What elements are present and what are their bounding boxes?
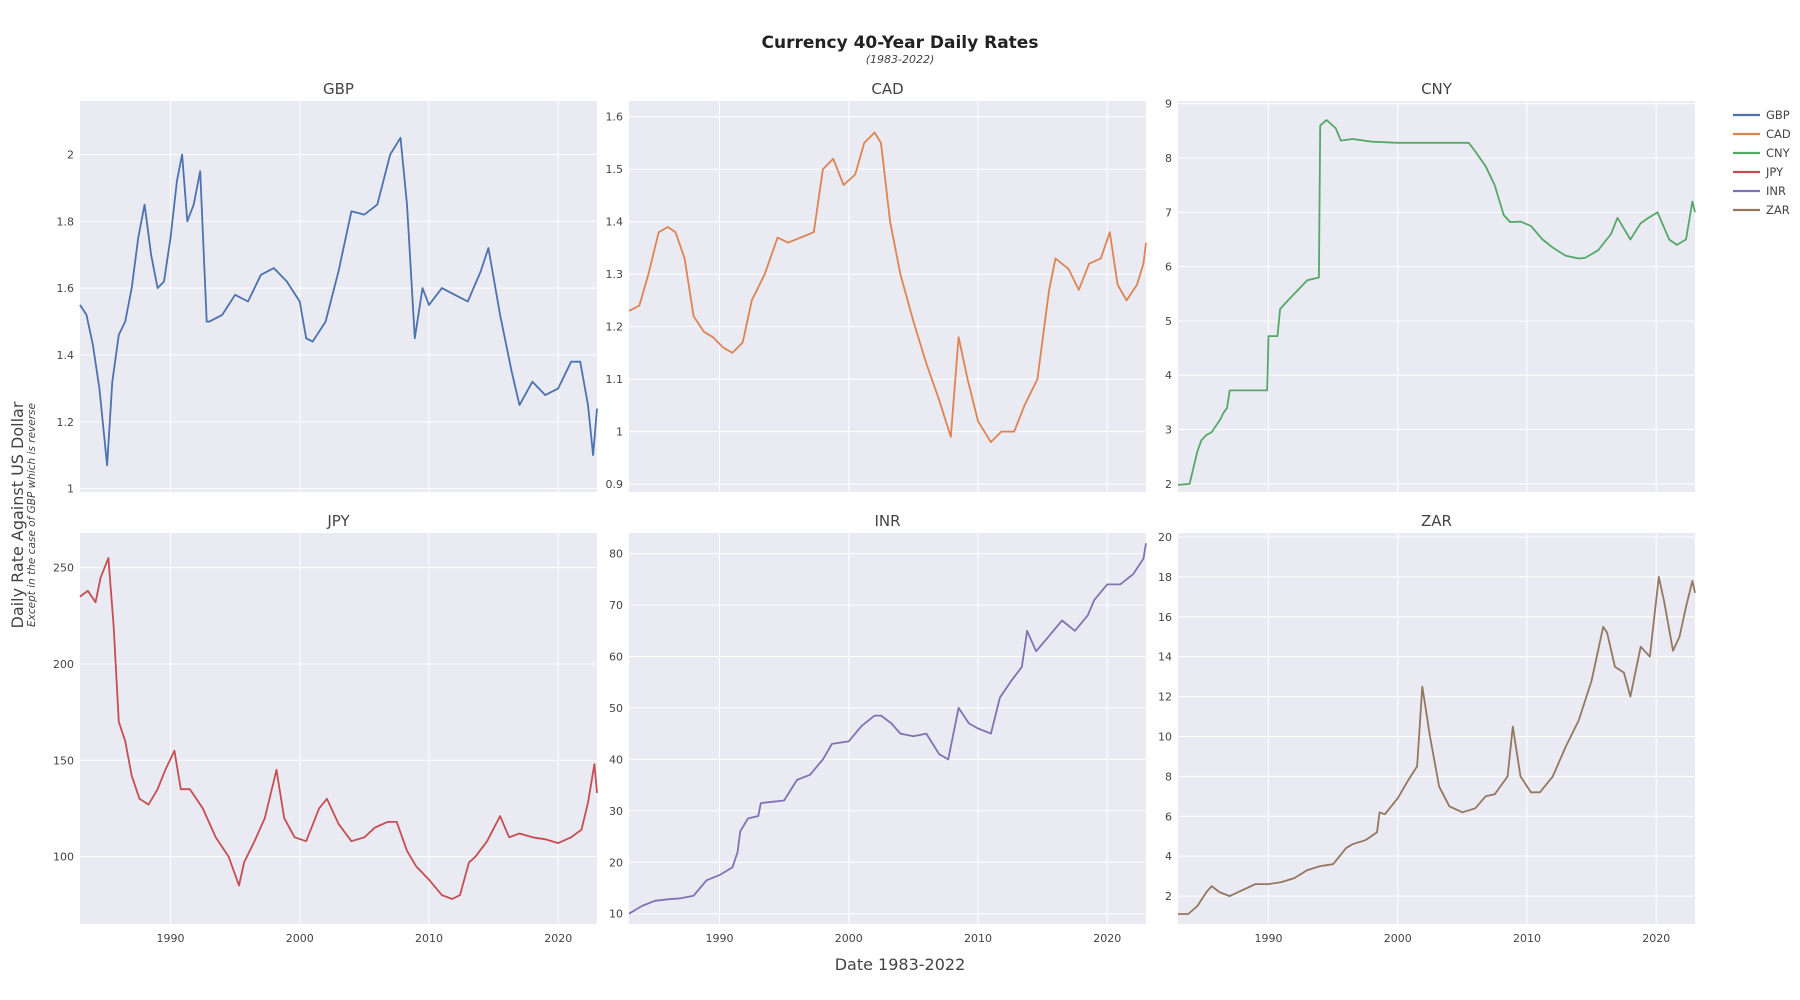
inr-x-tick-label: 2000 xyxy=(835,932,863,945)
legend-label-cny[interactable]: CNY xyxy=(1766,146,1791,160)
jpy-x-tick-label: 2020 xyxy=(544,932,572,945)
chart-title: Currency 40-Year Daily Rates xyxy=(761,33,1039,53)
jpy-y-tick-label: 250 xyxy=(53,562,74,575)
cny-y-tick-label: 3 xyxy=(1165,424,1172,437)
inr-y-tick-label: 30 xyxy=(609,805,623,818)
jpy-plot-background xyxy=(80,533,597,924)
jpy-y-tick-label: 100 xyxy=(53,851,74,864)
zar-series-line xyxy=(1178,576,1696,915)
jpy-y-tick-label: 150 xyxy=(53,754,74,767)
cad-y-tick-label: 1.5 xyxy=(606,163,624,176)
legend: GBP CAD CNY JPY INR ZAR xyxy=(1733,108,1791,217)
zar-y-tick-label: 18 xyxy=(1158,571,1172,584)
zar-x-tick-label: 1990 xyxy=(1254,932,1282,945)
jpy-x-tick-label: 1990 xyxy=(156,932,184,945)
inr-x-tick-label: 2020 xyxy=(1093,932,1121,945)
cad-y-tick-label: 0.9 xyxy=(606,478,624,491)
zar-x-tick-label: 2020 xyxy=(1642,932,1670,945)
zar-y-tick-label: 4 xyxy=(1165,850,1172,863)
inr-y-tick-label: 60 xyxy=(609,650,623,663)
legend-label-jpy[interactable]: JPY xyxy=(1765,165,1784,179)
x-axis-title: Date 1983-2022 xyxy=(834,955,966,974)
cny-y-tick-label: 7 xyxy=(1165,206,1172,219)
gbp-y-tick-label: 1.8 xyxy=(57,215,75,228)
cny-y-tick-label: 8 xyxy=(1165,152,1172,165)
inr-y-tick-label: 20 xyxy=(609,856,623,869)
cny-y-tick-label: 5 xyxy=(1165,315,1172,328)
inr-plot-background xyxy=(629,533,1146,924)
legend-label-zar[interactable]: ZAR xyxy=(1766,203,1790,217)
zar-y-tick-label: 14 xyxy=(1158,651,1172,664)
jpy-x-tick-label: 2000 xyxy=(286,932,314,945)
gbp-y-tick-label: 2 xyxy=(67,148,74,161)
chart-subtitle: (1983-2022) xyxy=(865,53,935,66)
cny-y-tick-label: 2 xyxy=(1165,478,1172,491)
cny-subplot-title: CNY xyxy=(1421,80,1453,98)
inr-series-line xyxy=(628,543,1147,915)
gbp-subplot-title: GBP xyxy=(323,80,354,98)
cad-subplot: 0.9 1 1.1 1.2 1.3 1.4 1.5 1.6 CAD xyxy=(606,80,1147,492)
zar-x-tick-label: 2000 xyxy=(1384,932,1412,945)
zar-y-tick-label: 20 xyxy=(1158,531,1172,544)
inr-y-tick-label: 10 xyxy=(609,908,623,921)
gbp-plot-background xyxy=(80,101,597,492)
zar-y-tick-label: 16 xyxy=(1158,611,1172,624)
cad-y-tick-label: 1.2 xyxy=(606,321,624,334)
inr-y-tick-label: 80 xyxy=(609,548,623,561)
cad-y-tick-label: 1.3 xyxy=(606,268,624,281)
cny-y-tick-label: 6 xyxy=(1165,261,1172,274)
inr-x-tick-label: 2010 xyxy=(964,932,992,945)
jpy-subplot: 100 150 200 250 1990 2000 2010 2020 JPY xyxy=(53,512,598,945)
cad-plot-background xyxy=(629,101,1146,492)
gbp-y-tick-label: 1 xyxy=(67,483,74,496)
jpy-y-tick-label: 200 xyxy=(53,658,74,671)
gbp-subplot: 1 1.2 1.4 1.6 1.8 2 GBP xyxy=(57,80,598,496)
gbp-y-tick-label: 1.4 xyxy=(57,349,75,362)
inr-y-tick-label: 50 xyxy=(609,702,623,715)
cad-subplot-title: CAD xyxy=(871,80,903,98)
cad-y-tick-label: 1 xyxy=(616,426,623,439)
cad-y-tick-label: 1.1 xyxy=(606,373,624,386)
zar-y-tick-label: 12 xyxy=(1158,691,1172,704)
zar-y-tick-label: 2 xyxy=(1165,890,1172,903)
cny-plot-background xyxy=(1178,101,1695,492)
legend-label-cad[interactable]: CAD xyxy=(1766,127,1791,141)
cny-subplot: 2 3 4 5 6 7 8 9 CNY xyxy=(1165,80,1696,492)
gbp-y-tick-label: 1.2 xyxy=(57,416,75,429)
gbp-y-tick-label: 1.6 xyxy=(57,282,75,295)
legend-label-gbp[interactable]: GBP xyxy=(1766,108,1790,122)
legend-label-inr[interactable]: INR xyxy=(1766,184,1786,198)
jpy-subplot-title: JPY xyxy=(326,512,350,530)
zar-subplot: 2 4 6 8 10 12 14 16 18 20 1990 2000 2010 2020 ZAR xyxy=(1158,512,1696,945)
zar-y-tick-label: 6 xyxy=(1165,810,1172,823)
jpy-x-tick-label: 2010 xyxy=(415,932,443,945)
inr-y-tick-label: 70 xyxy=(609,599,623,612)
cny-y-tick-label: 9 xyxy=(1165,98,1172,111)
zar-y-tick-label: 10 xyxy=(1158,730,1172,743)
zar-plot-background xyxy=(1178,533,1695,924)
zar-subplot-title: ZAR xyxy=(1421,512,1452,530)
jpy-series-line xyxy=(79,557,598,900)
cny-series-line xyxy=(1177,119,1696,486)
cad-y-tick-label: 1.4 xyxy=(606,216,624,229)
inr-y-tick-label: 40 xyxy=(609,753,623,766)
inr-subplot-title: INR xyxy=(874,512,900,530)
gbp-series-line xyxy=(79,136,598,467)
inr-subplot: 10 20 30 40 50 60 70 80 1990 2000 2010 2020 INR xyxy=(609,512,1147,945)
zar-x-tick-label: 2010 xyxy=(1513,932,1541,945)
cad-series-line xyxy=(628,131,1147,443)
inr-x-tick-label: 1990 xyxy=(705,932,733,945)
zar-y-tick-label: 8 xyxy=(1165,770,1172,783)
cad-y-tick-label: 1.6 xyxy=(606,111,624,124)
cny-y-tick-label: 4 xyxy=(1165,369,1172,382)
